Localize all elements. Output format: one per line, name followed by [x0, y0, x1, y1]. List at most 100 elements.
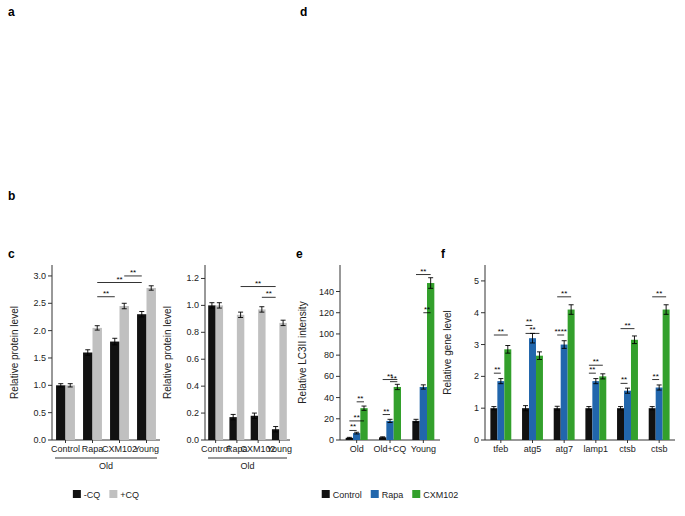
y-tick — [336, 312, 340, 313]
bar — [490, 408, 497, 440]
panel-label: d — [300, 5, 307, 19]
y-tick-label: 2.0 — [33, 326, 46, 336]
bar — [279, 323, 286, 440]
x-tick-label: ctsb — [651, 444, 668, 454]
y-tick — [201, 386, 205, 387]
y-tick — [481, 376, 485, 377]
bar — [56, 385, 65, 440]
y-tick-label: 5 — [474, 276, 479, 286]
error-bar — [388, 419, 393, 422]
error-bar — [530, 333, 535, 343]
significance-label: ** — [656, 289, 662, 298]
y-tick-label: 2.5 — [33, 298, 46, 308]
y-tick-label: 40 — [324, 393, 334, 403]
error-bar — [562, 341, 567, 349]
error-bar — [252, 413, 257, 418]
error-bar — [380, 437, 385, 438]
y-tick-label: 0.0 — [33, 435, 46, 445]
panel-label: c — [8, 247, 15, 261]
x-tick — [92, 440, 93, 443]
bar — [617, 408, 624, 440]
legend-label: +CQ — [120, 490, 139, 500]
significance-label: ** — [624, 321, 630, 330]
x-tick-label: CXM102 — [102, 444, 137, 454]
y-tick — [48, 275, 52, 276]
x-tick-label: atg5 — [524, 444, 542, 454]
error-bar — [281, 320, 286, 325]
error-bar — [657, 385, 662, 390]
x-tick — [356, 440, 357, 443]
significance-label: ** — [424, 305, 430, 314]
error-bar — [593, 379, 598, 384]
x-axis — [485, 440, 675, 441]
bar — [522, 408, 529, 440]
y-tick-label: 0.6 — [186, 354, 199, 364]
y-tick — [201, 278, 205, 279]
error-bar — [555, 406, 560, 410]
y-tick — [201, 359, 205, 360]
y-tick-label: 0.5 — [33, 408, 46, 418]
y-tick-label: 1.0 — [33, 380, 46, 390]
y-tick-label: 0.0 — [186, 435, 199, 445]
error-bar — [421, 385, 426, 389]
y-tick-label: 1.2 — [186, 273, 199, 283]
x-tick — [390, 440, 391, 443]
panel-label: f — [441, 247, 446, 261]
error-bar — [354, 432, 359, 434]
bars — [346, 278, 435, 440]
x-tick-label: Young — [267, 444, 292, 454]
error-bar — [149, 286, 154, 290]
x-tick-label: Control — [51, 444, 80, 454]
x-tick-label: lamp1 — [584, 444, 609, 454]
bar — [394, 387, 401, 440]
significance-label: ** — [103, 289, 109, 298]
bar — [237, 315, 244, 440]
error-bar — [491, 407, 496, 410]
y-tick — [48, 357, 52, 358]
y-axis — [340, 265, 341, 440]
x-tick — [119, 440, 120, 443]
y-tick-label: 0.4 — [186, 381, 199, 391]
group-label: Old — [99, 461, 113, 471]
legend-swatch — [322, 490, 330, 498]
bar — [497, 381, 504, 440]
bar — [599, 376, 606, 440]
error-bar — [523, 406, 528, 411]
error-bar — [537, 352, 542, 360]
bar — [568, 310, 575, 440]
bar — [592, 381, 599, 440]
legend-label: CXM102 — [423, 490, 458, 500]
error-bar — [217, 303, 222, 308]
bar — [251, 416, 258, 440]
error-bar — [664, 305, 669, 315]
significance-label: ** — [255, 279, 261, 288]
error-bar — [586, 407, 591, 410]
significance-label: ** — [350, 422, 356, 431]
panel-label: e — [296, 247, 303, 261]
error-bar — [347, 437, 352, 438]
legend-swatch — [73, 490, 81, 498]
y-axis — [52, 265, 53, 440]
y-tick-label: 80 — [324, 350, 334, 360]
panel: 0.00.51.01.52.02.53.0ControlRapaCXM102Yo… — [8, 247, 160, 500]
y-tick-label: 0 — [474, 435, 479, 445]
bar — [66, 385, 75, 440]
bar — [631, 340, 638, 440]
x-tick — [659, 440, 660, 443]
y-tick — [481, 408, 485, 409]
x-tick — [236, 440, 237, 443]
bars — [208, 303, 287, 440]
significance-label: ** — [498, 327, 504, 336]
y-tick-label: 0 — [329, 435, 334, 445]
y-axis-label: Relative gene level — [442, 310, 453, 395]
x-tick-label: tfeb — [493, 444, 508, 454]
error-bar — [95, 326, 100, 330]
bar — [379, 437, 386, 440]
x-tick — [500, 440, 501, 443]
bar — [663, 310, 670, 440]
significance-label: ** — [593, 357, 599, 366]
significance-label: ** — [266, 289, 272, 298]
bar — [504, 349, 511, 440]
error-bar — [259, 307, 264, 312]
group-underline — [208, 458, 287, 459]
